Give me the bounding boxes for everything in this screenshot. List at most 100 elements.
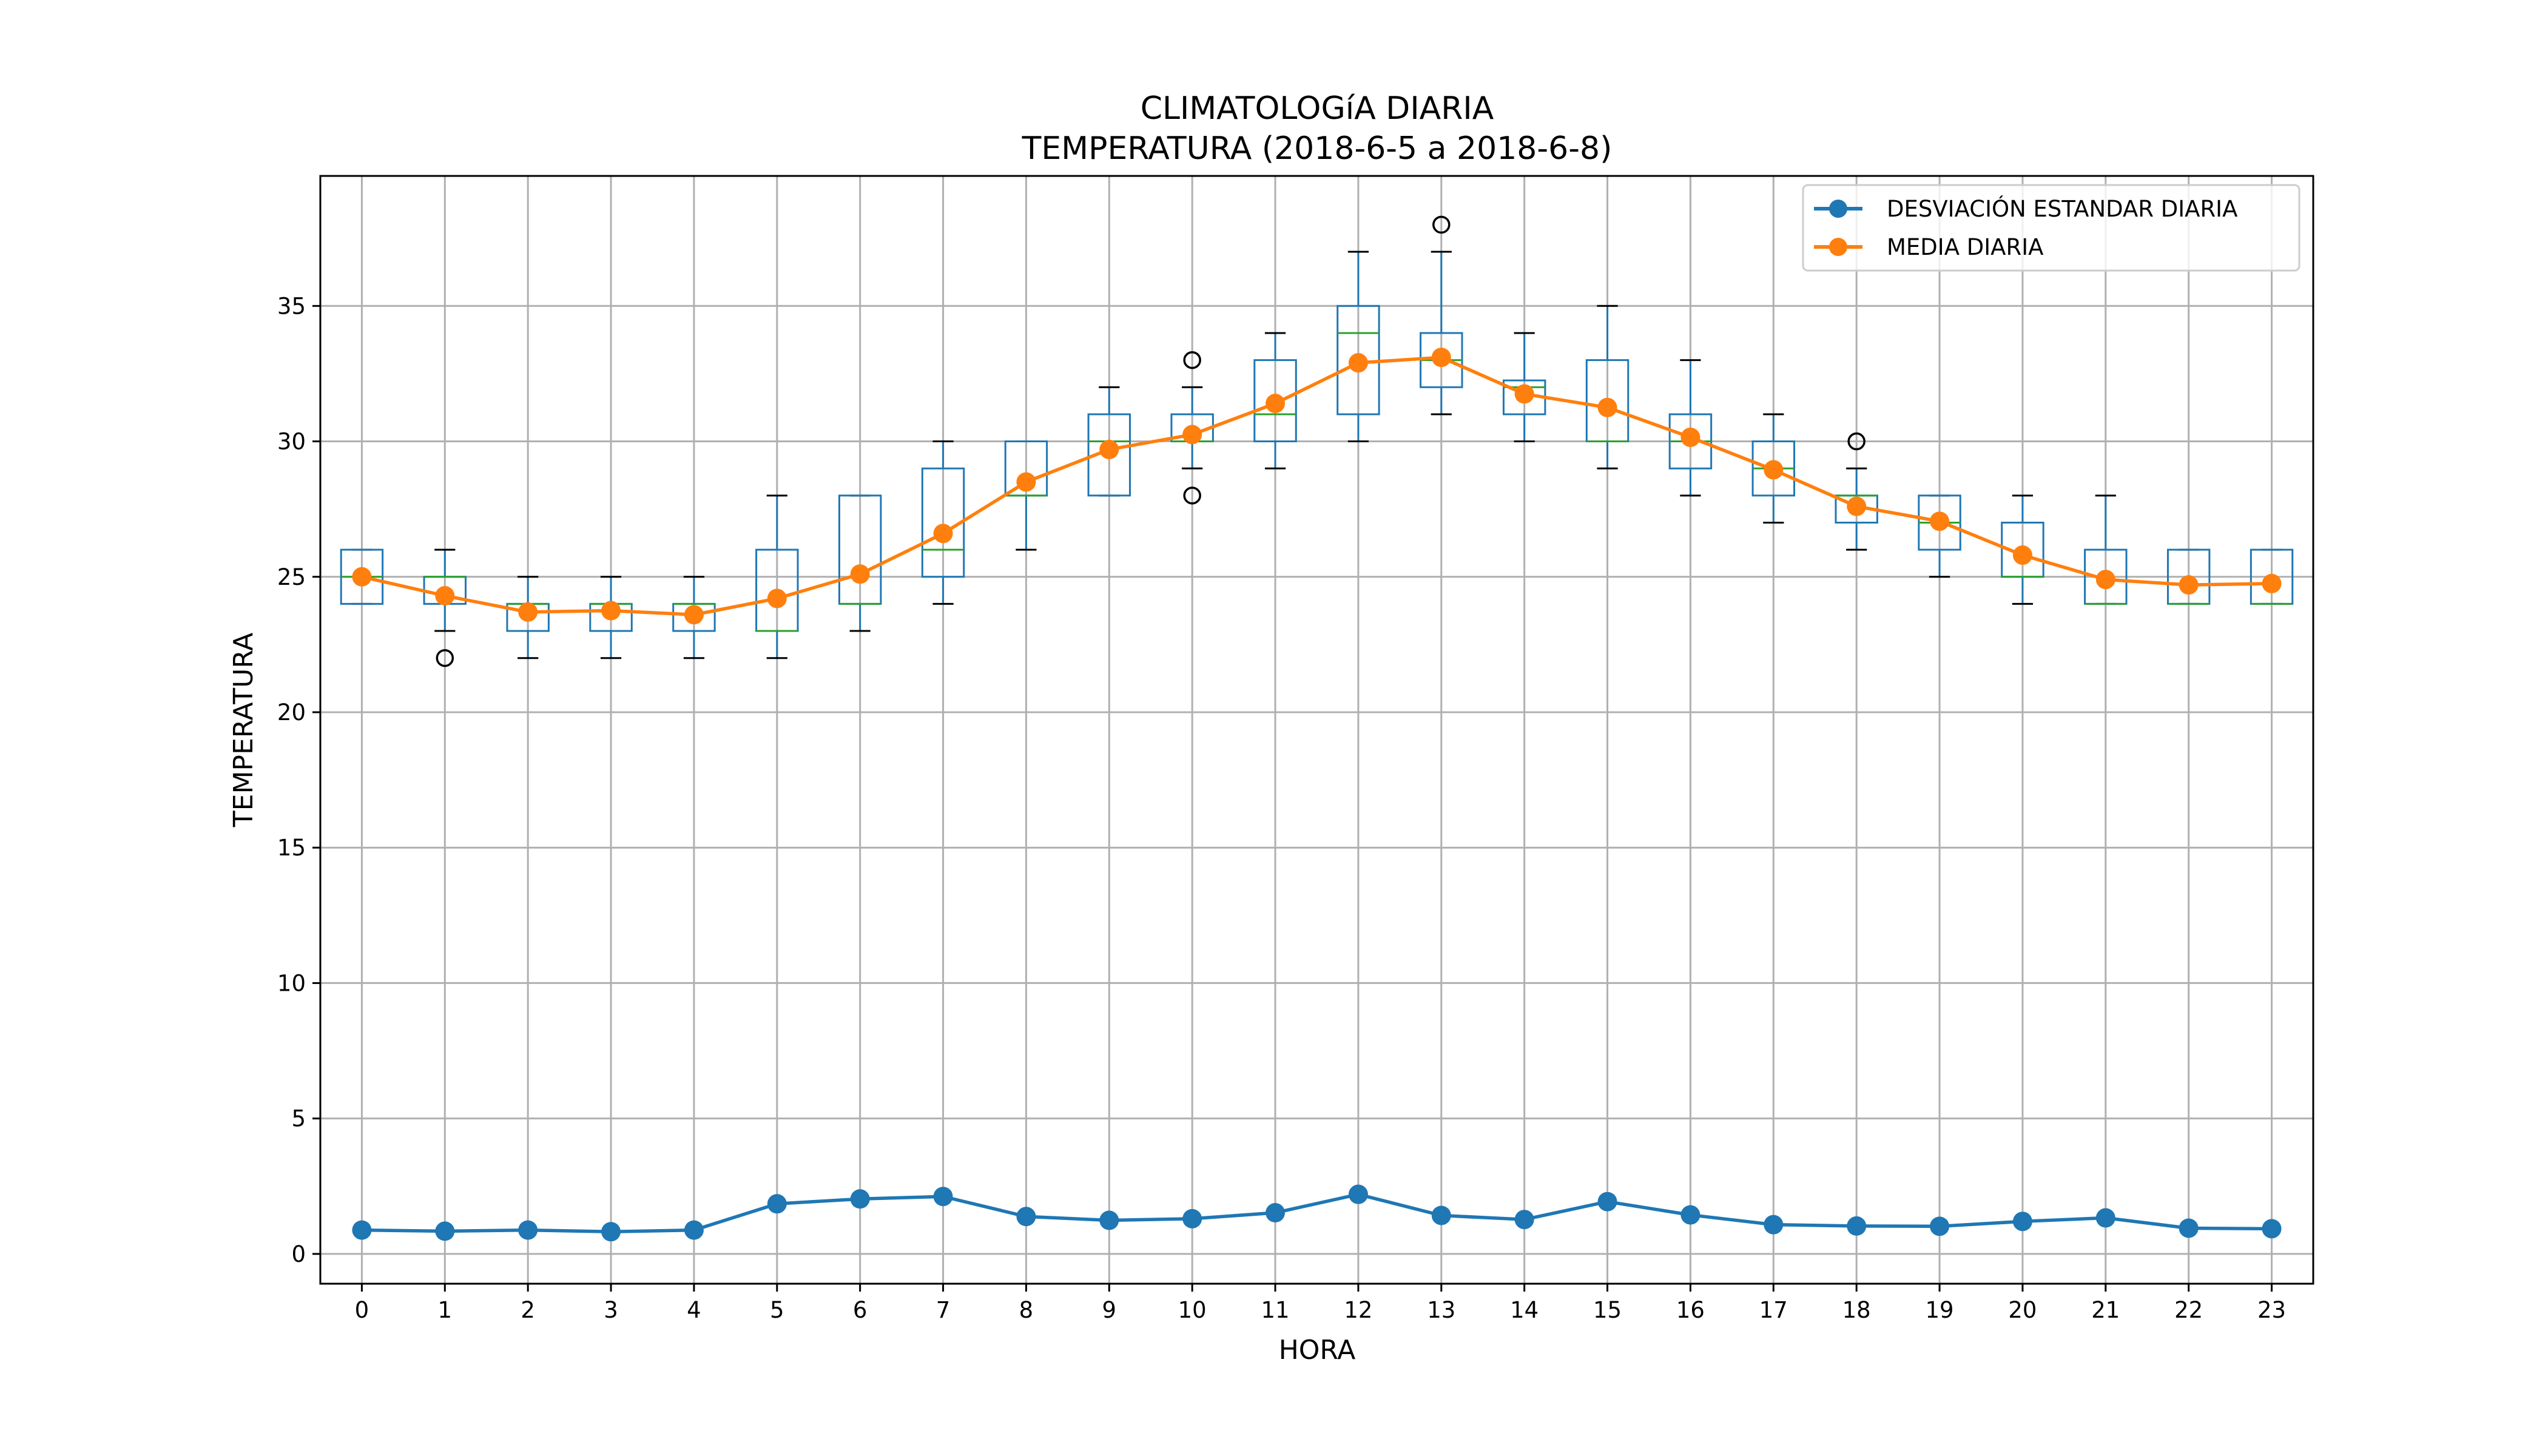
box-outlier — [1183, 487, 1201, 505]
legend-marker-std — [1829, 200, 1847, 218]
std-series-point — [2095, 1208, 2115, 1228]
x-tick-label: 23 — [2257, 1297, 2286, 1323]
x-tick-label: 20 — [2008, 1297, 2037, 1323]
x-tick-label: 17 — [1759, 1297, 1788, 1323]
box-hour-7 — [921, 440, 965, 605]
x-axis-ticks: 0 1 2 3 4 5 6 7 8 9 10 11 12 13 14 15 16 17 18 19 20 21 22 23 — [355, 1284, 2286, 1323]
mean-series-line — [360, 356, 2274, 617]
mean-series — [352, 348, 2282, 625]
chart-title-line2: TEMPERATURA (2018-6-5 a 2018-6-8) — [1022, 130, 1613, 167]
std-series-point — [1514, 1210, 1534, 1230]
std-series-point — [1597, 1191, 1617, 1212]
mean-series-point — [1764, 460, 1784, 480]
std-series-point — [1930, 1216, 1950, 1236]
x-tick-label: 4 — [687, 1297, 701, 1323]
legend-label-mean: MEDIA DIARIA — [1887, 234, 2043, 260]
mean-series-point — [435, 586, 455, 606]
mean-series-point — [518, 602, 538, 622]
mean-series-point — [1266, 394, 1286, 414]
std-series-point — [1348, 1184, 1368, 1204]
x-tick-label: 14 — [1510, 1297, 1539, 1323]
grid-layer — [320, 176, 2313, 1284]
mean-series-point — [1348, 353, 1368, 373]
mean-series-point — [1431, 348, 1451, 368]
box-hour-23 — [2250, 548, 2294, 605]
mean-series-point — [2012, 545, 2032, 565]
line-series-layer — [352, 348, 2282, 1242]
y-tick-label: 0 — [291, 1241, 306, 1267]
y-tick-label: 30 — [277, 429, 306, 455]
std-series-point — [1431, 1205, 1451, 1225]
x-tick-label: 1 — [438, 1297, 453, 1323]
std-series-point — [1764, 1215, 1784, 1235]
std-series-point — [1182, 1208, 1202, 1228]
std-series-point — [850, 1189, 870, 1209]
box-outlier — [1432, 215, 1451, 234]
y-tick-label: 20 — [277, 699, 306, 726]
box-hour-5 — [755, 494, 799, 659]
box-hour-11 — [1253, 332, 1297, 470]
chart-title-line1: CLIMATOLOGíA DIARIA — [1141, 90, 1494, 127]
mean-series-point — [684, 605, 704, 625]
box-hour-4 — [672, 576, 716, 659]
std-series-point — [352, 1220, 372, 1240]
std-series-point — [2012, 1212, 2032, 1232]
std-series — [352, 1184, 2282, 1242]
x-tick-label: 12 — [1344, 1297, 1372, 1323]
std-series-point — [601, 1222, 621, 1242]
mean-series-point — [1016, 472, 1036, 492]
mean-series-point — [850, 564, 870, 584]
mean-series-point — [1597, 397, 1617, 417]
box-body — [921, 467, 965, 578]
mean-series-point — [2262, 573, 2282, 593]
y-tick-label: 5 — [291, 1106, 306, 1132]
std-series-point — [1099, 1210, 1119, 1230]
box-hour-20 — [2001, 494, 2044, 605]
box-body — [1253, 359, 1297, 443]
mean-series-point — [1182, 425, 1202, 445]
box-hour-8 — [1004, 440, 1048, 551]
y-axis-ticks: 0 5 10 15 20 25 30 35 — [277, 293, 320, 1267]
x-tick-label: 10 — [1178, 1297, 1207, 1323]
x-tick-label: 0 — [355, 1297, 369, 1323]
x-tick-label: 15 — [1593, 1297, 1622, 1323]
std-series-point — [684, 1220, 704, 1240]
mean-series-point — [1847, 496, 1867, 516]
std-series-point — [1847, 1216, 1867, 1236]
x-tick-label: 3 — [604, 1297, 618, 1323]
box-hour-9 — [1087, 386, 1131, 497]
box-outlier — [436, 649, 454, 667]
y-axis-label: TEMPERATURA — [228, 633, 259, 827]
x-tick-label: 13 — [1427, 1297, 1455, 1323]
std-series-line — [360, 1192, 2274, 1234]
x-tick-label: 9 — [1102, 1297, 1117, 1323]
mean-series-point — [2179, 575, 2199, 595]
x-tick-label: 2 — [521, 1297, 535, 1323]
std-series-point — [2262, 1219, 2282, 1239]
x-axis-label: HORA — [1279, 1335, 1356, 1366]
box-hour-15 — [1585, 305, 1630, 470]
x-tick-label: 22 — [2174, 1297, 2203, 1323]
mean-series-point — [1930, 511, 1950, 531]
mean-series-point — [2095, 570, 2115, 590]
x-tick-label: 19 — [1926, 1297, 1954, 1323]
legend-frame — [1802, 184, 2300, 272]
legend-label-std: DESVIACIÓN ESTANDAR DIARIA — [1887, 195, 2237, 222]
std-series-point — [933, 1187, 953, 1207]
boxplot-layer — [340, 215, 2294, 667]
x-tick-label: 7 — [936, 1297, 951, 1323]
mean-series-point — [933, 524, 953, 544]
box-hour-13 — [1420, 215, 1463, 416]
std-series-point — [518, 1220, 538, 1240]
std-series-point — [767, 1194, 787, 1214]
mean-series-point — [352, 567, 372, 587]
x-tick-label: 8 — [1019, 1297, 1034, 1323]
x-tick-label: 21 — [2091, 1297, 2120, 1323]
legend: DESVIACIÓN ESTANDAR DIARIA MEDIA DIARIA — [1802, 184, 2300, 272]
mean-series-point — [1099, 439, 1119, 459]
mean-series-point — [601, 601, 621, 621]
box-body — [1087, 413, 1131, 497]
box-hour-6 — [838, 494, 882, 632]
